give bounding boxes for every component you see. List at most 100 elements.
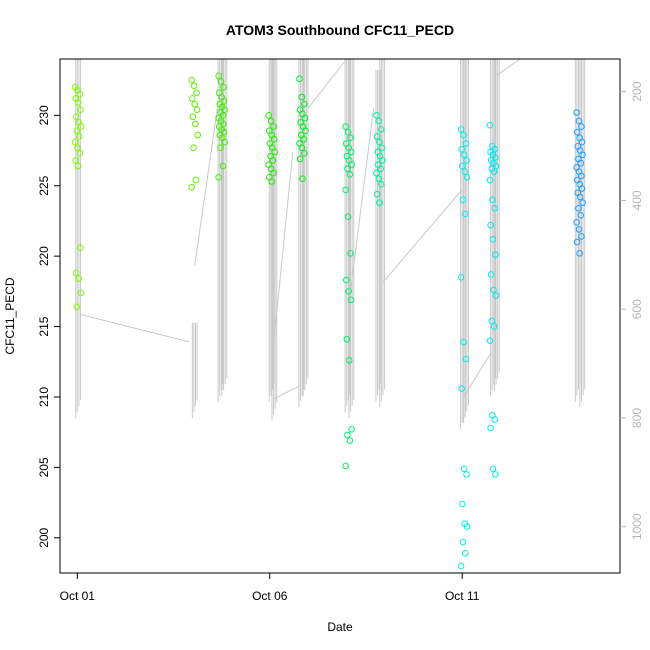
data-point xyxy=(296,155,304,163)
data-point xyxy=(269,157,277,164)
data-point xyxy=(302,127,309,135)
y-tick-label: 205 xyxy=(37,457,51,477)
y-tick-label: 220 xyxy=(37,246,51,266)
data-point xyxy=(377,126,385,133)
data-point xyxy=(296,75,303,83)
y2-tick-label: 400 xyxy=(630,190,644,210)
y-tick-label: 230 xyxy=(37,105,51,125)
data-point xyxy=(575,117,583,125)
data-point xyxy=(348,161,355,168)
data-point xyxy=(193,106,201,113)
data-point xyxy=(347,148,355,156)
data-point xyxy=(342,123,349,130)
data-point xyxy=(265,112,272,119)
data-point xyxy=(487,424,494,432)
data-point xyxy=(486,121,494,129)
data-point xyxy=(344,431,351,439)
pressure-transit-line xyxy=(382,189,463,283)
data-point xyxy=(298,93,306,101)
data-point xyxy=(579,151,586,159)
data-point xyxy=(77,123,85,130)
data-point xyxy=(376,199,383,206)
data-point xyxy=(457,273,465,281)
y-tick-label: 210 xyxy=(37,387,51,407)
data-point xyxy=(379,157,386,164)
data-point xyxy=(346,171,354,178)
data-point xyxy=(492,292,500,299)
data-point xyxy=(219,162,227,170)
data-point xyxy=(378,144,386,152)
data-point xyxy=(486,337,494,344)
data-point xyxy=(190,144,197,152)
data-point xyxy=(462,210,469,218)
data-point xyxy=(577,159,585,167)
x-tick-label: Oct 11 xyxy=(445,589,480,603)
data-point xyxy=(462,549,469,557)
data-point xyxy=(492,471,499,478)
data-point xyxy=(487,271,495,278)
data-point xyxy=(188,76,196,84)
data-point xyxy=(189,95,196,102)
data-point xyxy=(221,138,228,146)
data-point xyxy=(579,199,586,206)
data-point xyxy=(458,145,466,153)
data-point xyxy=(573,128,581,136)
data-point xyxy=(299,175,306,182)
data-point xyxy=(77,244,84,252)
data-point xyxy=(458,385,466,392)
data-point xyxy=(491,204,499,212)
x-tick-label: Oct 06 xyxy=(252,589,288,603)
data-point xyxy=(342,462,349,470)
data-point xyxy=(74,99,82,106)
data-point xyxy=(191,100,199,108)
data-point xyxy=(194,131,202,139)
data-point xyxy=(459,538,467,546)
data-point xyxy=(373,112,380,119)
data-point xyxy=(192,176,200,184)
pressure-transit-line xyxy=(81,314,190,343)
data-point xyxy=(573,219,580,226)
data-point xyxy=(300,150,308,157)
data-point xyxy=(268,178,275,185)
pressure-transit-line xyxy=(307,58,348,109)
data-point xyxy=(575,204,582,212)
data-point xyxy=(73,127,81,135)
data-point xyxy=(220,83,227,91)
data-point xyxy=(463,471,470,478)
data-point xyxy=(373,190,381,198)
plot-frame xyxy=(59,58,621,574)
data-point xyxy=(490,286,497,294)
data-point xyxy=(75,275,82,282)
data-point xyxy=(74,162,82,170)
data-point xyxy=(75,133,83,140)
data-point xyxy=(375,175,383,182)
data-point xyxy=(376,138,383,146)
data-point xyxy=(463,523,471,530)
data-point xyxy=(490,323,498,330)
data-point xyxy=(344,213,352,221)
y2-tick-label: 600 xyxy=(630,299,644,319)
data-point xyxy=(463,173,471,181)
x-tick-label: Oct 01 xyxy=(60,589,96,603)
data-points xyxy=(71,72,586,570)
data-point xyxy=(72,269,80,277)
data-point xyxy=(271,148,278,156)
data-point xyxy=(347,250,354,257)
data-point xyxy=(346,437,354,444)
y2-tick-label: 200 xyxy=(630,81,644,101)
data-point xyxy=(72,157,79,164)
data-point xyxy=(578,172,585,180)
data-point xyxy=(487,221,494,229)
x-axis-title: Date xyxy=(327,620,353,634)
data-point xyxy=(377,165,384,173)
data-point xyxy=(301,114,309,122)
data-point xyxy=(192,120,199,128)
data-point xyxy=(77,289,85,297)
y-tick-label: 215 xyxy=(37,316,51,336)
data-point xyxy=(463,157,470,164)
data-point xyxy=(576,193,584,201)
pressure-transit-line xyxy=(194,105,219,266)
data-point xyxy=(348,426,355,433)
